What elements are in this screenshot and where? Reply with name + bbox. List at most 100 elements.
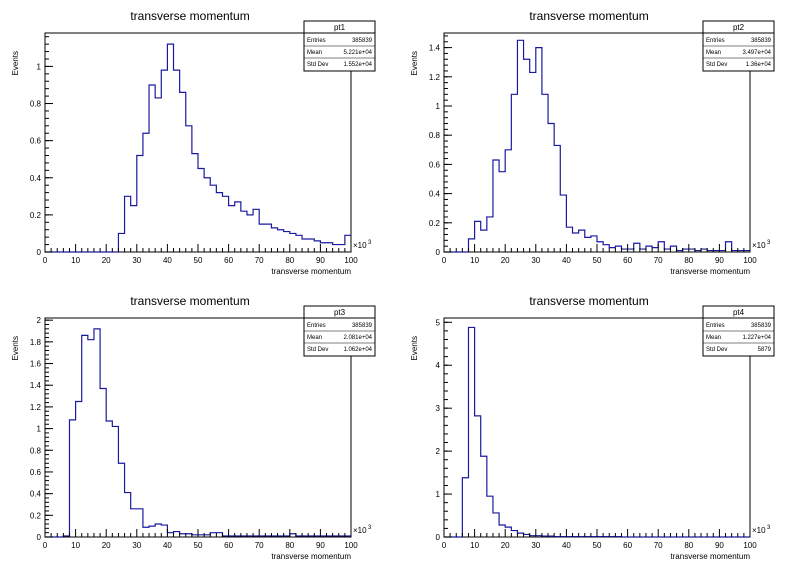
y-tick-label: 1.2 [429,73,441,82]
x-tick-label: 80 [285,541,294,550]
x-axis-title: transverse momentum [670,552,750,561]
histogram-series-line [45,43,351,253]
y-tick-label: 1.8 [30,338,42,347]
x-exponent-label: ×10 [353,241,367,250]
y-tick-label: 0 [436,533,441,542]
x-tick-label: 10 [71,541,80,550]
stats-row-value: 5.221e+04 [343,50,372,56]
x-tick-label: 60 [224,541,233,550]
stats-row-value: 1.552e+04 [343,62,372,68]
stats-row-value: 3.497e+04 [742,50,771,56]
x-tick-label: 20 [102,541,111,550]
y-tick-label: 0 [37,248,42,257]
stats-row-value: 5879 [758,347,772,353]
stats-row-label: Entries [307,323,326,329]
stats-row-value: 2.081e+04 [343,335,372,341]
stats-row-value: 1.062e+04 [343,347,372,353]
y-tick-label: 0.8 [30,100,42,109]
y-tick-label: 0.8 [429,131,441,140]
y-tick-label: 0.4 [429,190,441,199]
y-tick-label: 1 [37,425,42,434]
stats-row-value: 385839 [751,323,772,329]
stats-row-label: Mean [307,335,322,341]
chart-title: transverse momentum [529,294,648,308]
y-tick-label: 3 [436,404,441,413]
stats-row-value: 1.227e+04 [742,335,771,341]
y-axis-title: Events [11,336,20,360]
stats-row-label: Std Dev [706,62,727,68]
y-tick-label: 0.6 [30,137,42,146]
y-tick-label: 0 [436,248,441,257]
y-axis-title: Events [410,51,419,75]
y-tick-label: 0.2 [429,219,441,228]
y-tick-label: 1.4 [429,44,441,53]
x-exponent-power: 3 [368,525,372,531]
x-tick-label: 50 [593,256,602,265]
y-tick-label: 0.4 [30,174,42,183]
x-tick-label: 30 [132,541,141,550]
x-tick-label: 20 [501,541,510,550]
y-tick-label: 2 [436,447,441,456]
x-exponent-power: 3 [368,240,372,246]
stats-box-name: pt1 [334,23,346,32]
stats-row-label: Entries [706,323,725,329]
stats-row-value: 385839 [352,323,373,329]
x-tick-label: 90 [316,541,325,550]
x-tick-label: 10 [71,256,80,265]
y-tick-label: 2 [37,316,42,325]
stats-row-label: Std Dev [706,347,727,353]
y-tick-label: 0.4 [30,490,42,499]
y-tick-label: 1.4 [30,381,42,390]
x-tick-label: 60 [623,541,632,550]
x-tick-label: 80 [684,541,693,550]
y-axis-title: Events [410,336,419,360]
stats-row-label: Std Dev [307,347,328,353]
x-tick-label: 100 [344,256,358,265]
stats-row-value: 385839 [352,38,373,44]
y-tick-label: 0 [37,533,42,542]
x-tick-label: 60 [623,256,632,265]
stats-row-label: Mean [307,50,322,56]
x-tick-label: 90 [316,256,325,265]
x-tick-label: 30 [132,256,141,265]
stats-row-label: Entries [706,38,725,44]
x-tick-label: 40 [163,541,172,550]
x-tick-label: 100 [344,541,358,550]
histogram-series-line [45,328,351,538]
x-tick-label: 70 [654,256,663,265]
x-tick-label: 70 [654,541,663,550]
stats-row-label: Std Dev [307,62,328,68]
stats-row-label: Mean [706,50,721,56]
x-exponent-label: ×10 [752,241,766,250]
y-tick-label: 1.6 [30,360,42,369]
x-tick-label: 10 [470,256,479,265]
x-tick-label: 30 [531,256,540,265]
stats-box-name: pt2 [733,23,745,32]
stats-box-name: pt4 [733,308,745,317]
y-tick-label: 1 [436,102,441,111]
stats-row-label: Entries [307,38,326,44]
x-tick-label: 0 [442,256,447,265]
x-tick-label: 70 [255,256,264,265]
x-exponent-power: 3 [767,240,771,246]
y-tick-label: 1 [37,62,42,71]
histogram-series-line [444,39,750,253]
x-tick-label: 10 [470,541,479,550]
x-tick-label: 50 [194,256,203,265]
y-tick-label: 0.6 [429,160,441,169]
x-tick-label: 0 [43,541,48,550]
x-tick-label: 70 [255,541,264,550]
x-exponent-power: 3 [767,525,771,531]
stats-row-value: 1.36e+04 [746,62,772,68]
x-exponent-label: ×10 [752,526,766,535]
x-tick-label: 20 [501,256,510,265]
x-axis-title: transverse momentum [670,267,750,276]
y-tick-label: 0.2 [30,511,42,520]
stats-row-label: Mean [706,335,721,341]
x-tick-label: 30 [531,541,540,550]
x-tick-label: 40 [562,256,571,265]
y-tick-label: 1 [436,490,441,499]
